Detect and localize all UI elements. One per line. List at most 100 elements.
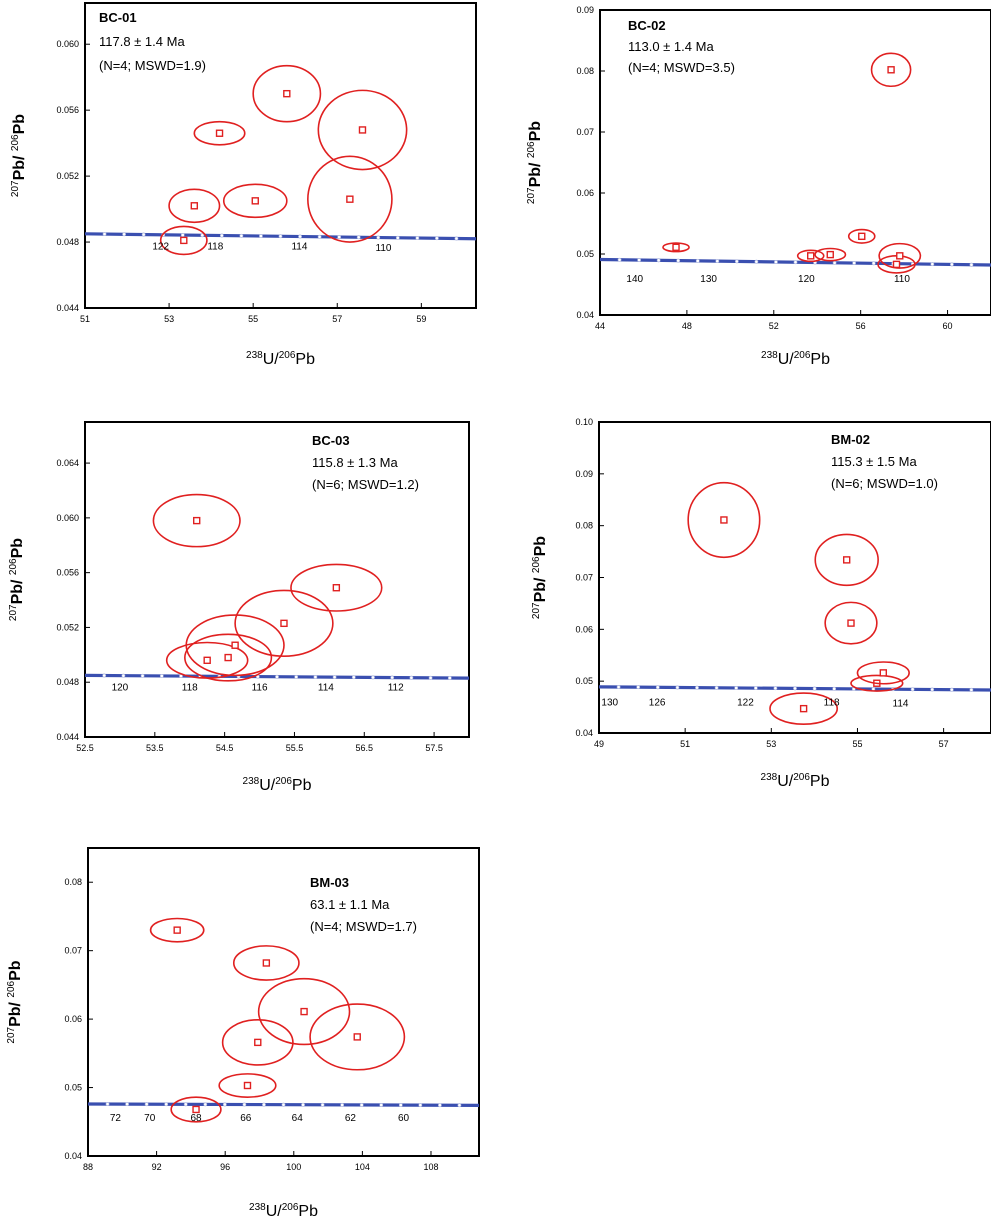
concordia-age-marker [337,235,342,239]
concordia-age-marker [102,673,107,678]
data-point [283,89,291,98]
data-point [799,704,808,713]
concordia-age-marker [379,1103,384,1107]
concordia-age-marker [715,259,720,264]
y-tick-label: 0.08 [575,521,593,531]
data-point [672,243,680,251]
concordia-age-marker [239,233,244,238]
chart-panel-bc-01: 0.044 0.048 0.052 0.056 0.060 51 53 55 57 59 122 11… [10,2,477,368]
y-tick-label: 0.06 [64,1014,82,1024]
concordia-age-marker [457,1103,462,1108]
concordia-age-marker [910,687,915,692]
concordia-age-marker [359,1103,364,1107]
x-tick-label: 57.5 [425,743,443,753]
age-stats: (N=6; MSWD=1.0) [831,476,938,491]
x-tick-label: 53 [766,739,776,749]
error-ellipse [309,1003,406,1071]
concordia-age-marker [398,1103,403,1107]
concordia-age-marker [675,685,680,690]
error-ellipse [856,661,910,685]
concordia-age-label: 122 [737,697,754,708]
data-point [180,236,188,245]
y-tick-label: 0.09 [575,469,593,479]
concordia-age-label: 122 [152,241,169,252]
age-result: 115.3 ± 1.5 Ma [831,454,917,469]
concordia-age-marker [203,1102,208,1107]
concordia-age-marker [637,258,642,262]
concordia-age-marker [773,686,778,691]
concordia-age-marker [313,675,318,679]
concordia-age-marker [930,687,935,692]
y-tick-label: 0.06 [575,624,593,634]
x-tick-label: 92 [152,1162,162,1172]
concordia-age-marker [301,1102,305,1107]
data-point [193,516,201,525]
data-point [720,516,728,524]
concordia-age-marker [409,675,414,680]
concordia-age-marker [793,260,798,265]
x-tick-label: 55 [852,739,862,749]
concordia-age-marker [105,1102,110,1106]
concordia-age-marker [832,260,837,265]
x-tick-label: 54.5 [216,743,234,753]
concordia-age-marker [871,261,876,266]
x-tick-label: 51 [80,314,90,324]
concordia-age-marker [242,1102,247,1107]
concordia-age-label: 112 [388,682,404,693]
x-tick-label: 55 [248,314,258,324]
concordia-age-marker [351,675,356,680]
error-ellipse [218,1073,277,1098]
x-tick-label: 56.5 [356,743,374,753]
x-tick-label: 53.5 [146,743,164,753]
concordia-age-label: 66 [240,1113,252,1124]
x-tick-label: 88 [83,1162,93,1172]
error-ellipse [257,977,351,1046]
x-axis-label: 238U/206Pb [761,772,830,790]
error-ellipse [149,917,205,943]
concordia-age-label: 64 [292,1113,304,1124]
concordia-age-marker [812,686,817,691]
data-point [892,260,901,269]
concordia-age-marker [222,1102,227,1107]
concordia-age-marker [447,676,452,680]
data-point [254,1038,262,1047]
concordia-age-marker [294,674,299,679]
concordia-age-marker [102,232,107,236]
plot-frame [84,2,477,309]
error-ellipse [222,183,288,219]
y-tick-label: 0.08 [64,877,82,887]
concordia-age-marker [125,1102,130,1107]
y-axis-label: 207Pb/ 206Pb [531,536,549,619]
y-tick-label: 0.10 [575,417,593,427]
data-point [858,232,866,241]
x-tick-label: 96 [220,1162,230,1172]
y-tick-label: 0.07 [575,573,593,583]
data-point [173,926,181,934]
concordia-age-marker [141,232,146,237]
concordia-age-label: 68 [190,1113,202,1124]
concordia-age-marker [415,236,420,240]
concordia-age-label: 60 [398,1113,410,1124]
chart-panel-bm-03: 0.04 0.05 0.06 0.07 0.08 88 92 96 100 104 108 72 70 6… [6,847,480,1220]
y-tick-label: 0.048 [56,237,79,247]
y-axis-label: 207Pb/ 206Pb [526,121,544,204]
concordia-age-label: 126 [649,697,666,708]
age-stats: (N=6; MSWD=1.2) [312,477,419,492]
sample-name: BM-03 [310,875,349,890]
concordia-age-marker [676,258,681,263]
sample-name: BC-03 [312,433,350,448]
error-ellipse [234,589,334,657]
concordia-age-marker [219,233,224,238]
data-point [251,197,259,205]
error-ellipse [850,674,904,692]
x-axis-label: 238U/206Pb [246,350,315,368]
x-tick-label: 44 [595,321,605,331]
x-tick-label: 104 [355,1162,370,1172]
y-tick-label: 0.048 [56,677,79,687]
y-tick-label: 0.052 [56,622,79,632]
error-ellipse [824,601,878,645]
data-point [847,619,855,627]
concordia-age-marker [332,675,337,680]
x-tick-label: 56 [856,321,866,331]
concordia-age-marker [340,1102,345,1107]
